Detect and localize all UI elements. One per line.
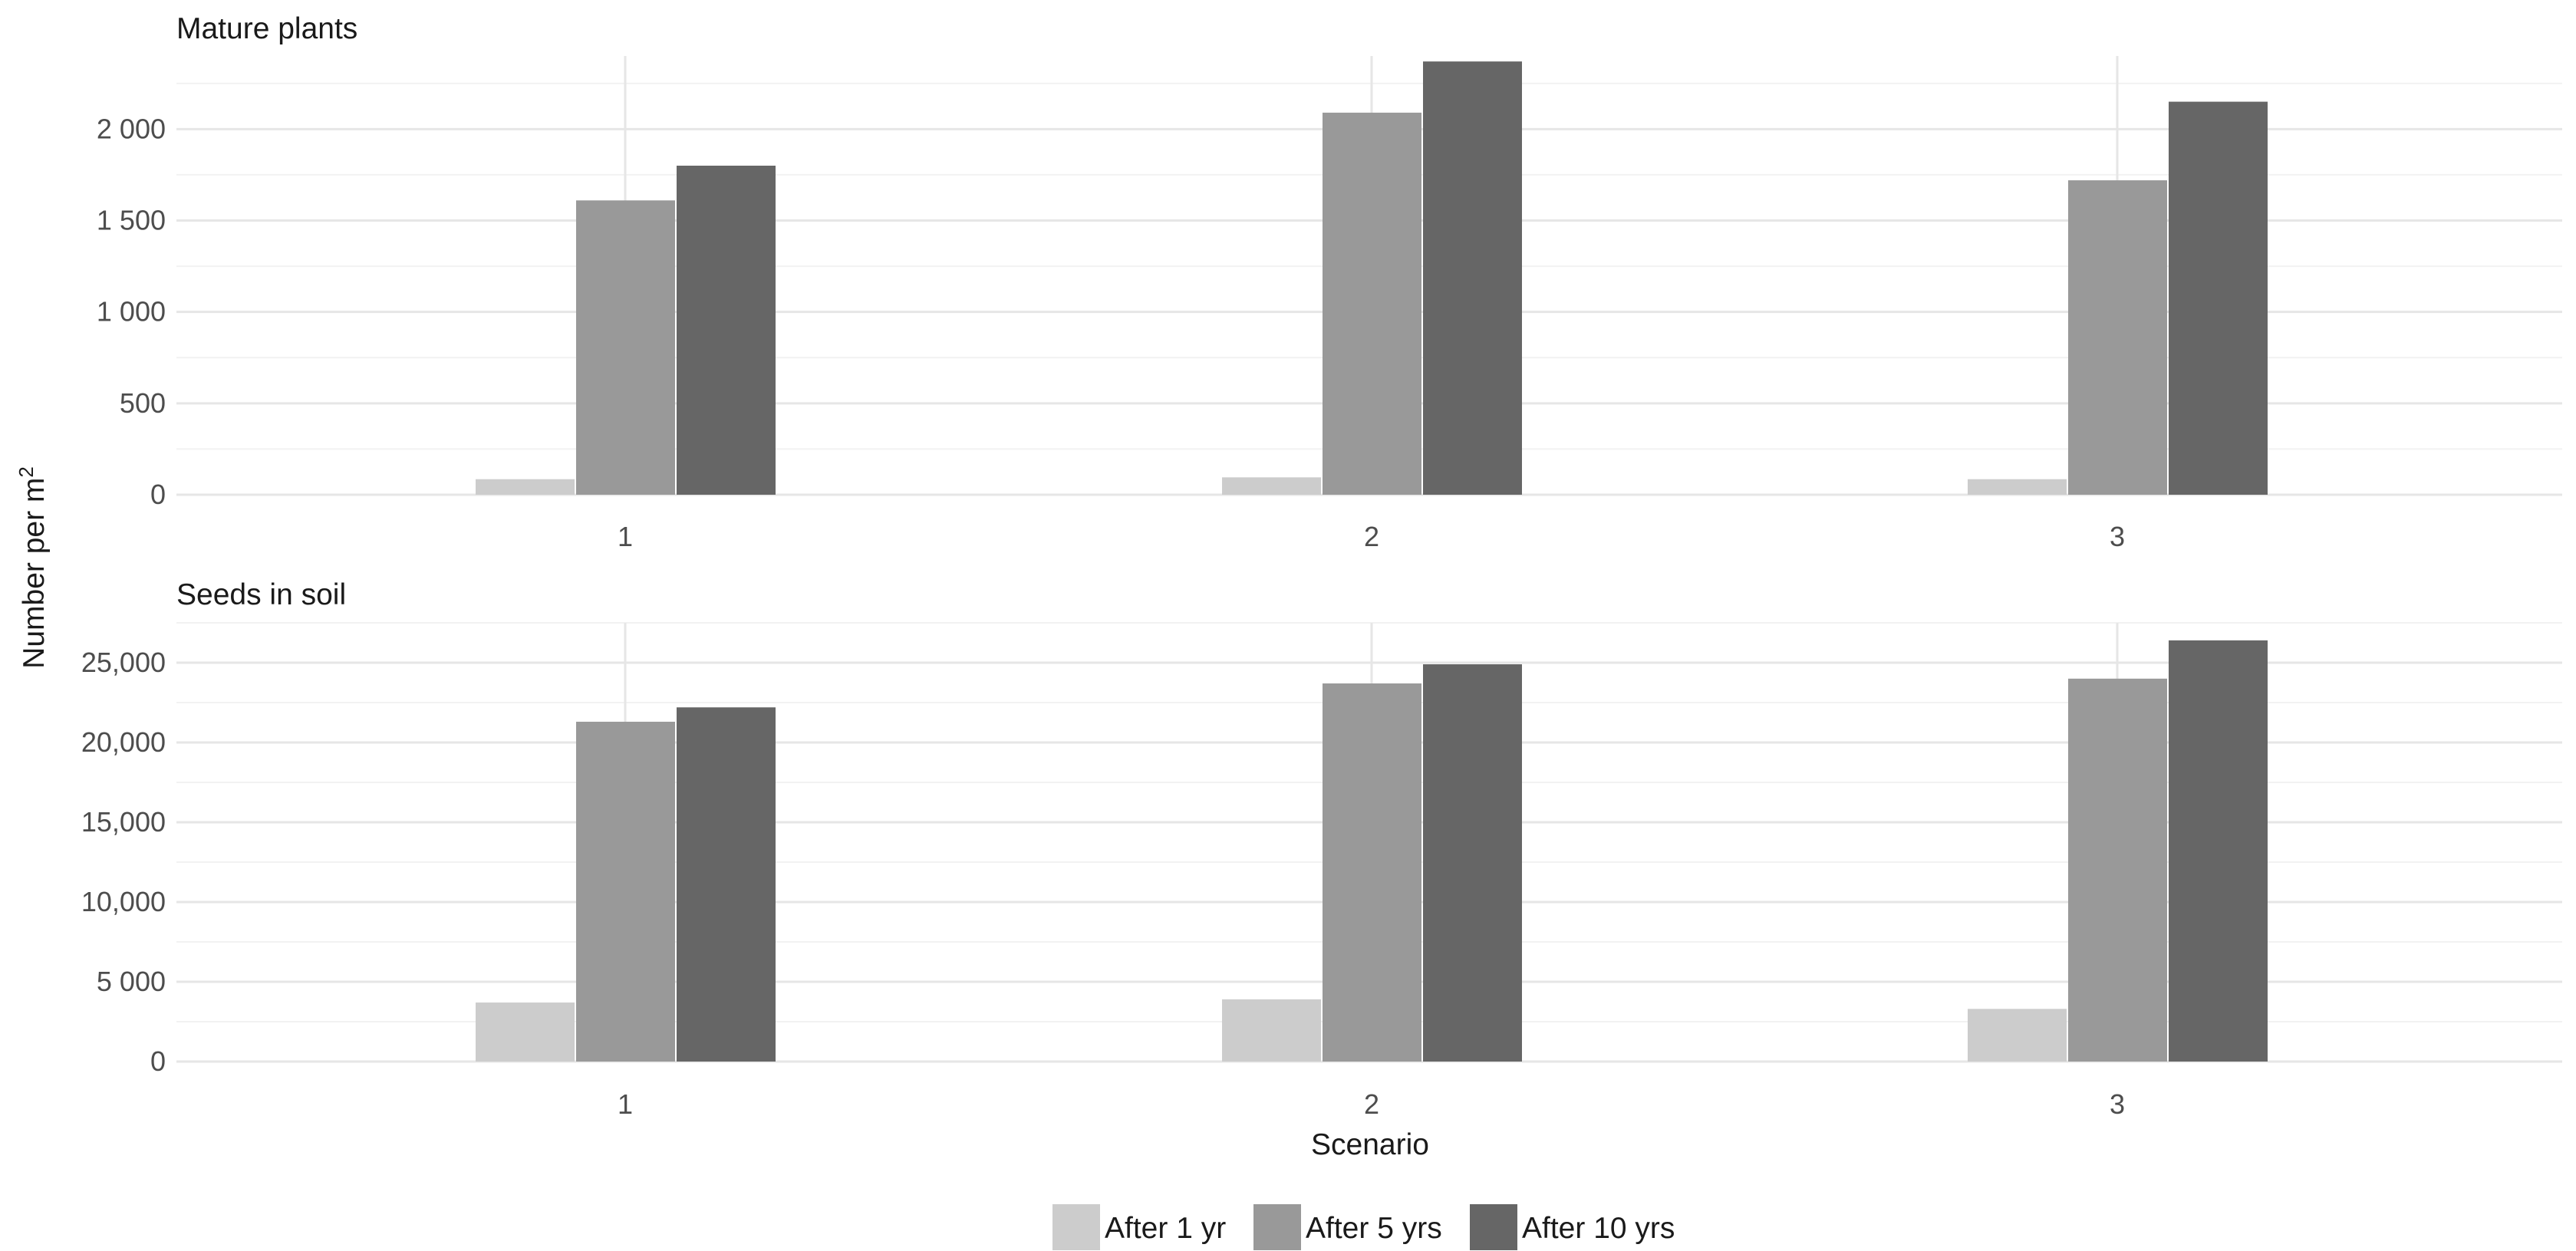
x-axis-title: Scenario bbox=[1311, 1128, 1429, 1161]
legend-swatch bbox=[1253, 1204, 1301, 1250]
legend-swatch bbox=[1052, 1204, 1100, 1250]
bar-after-10-yrs-scenario-2 bbox=[1423, 664, 1522, 1062]
y-axis-title-superscript: 2 bbox=[15, 466, 38, 477]
legend-item: After 1 yr bbox=[1052, 1204, 1226, 1250]
y-axis-title: Number per m2 bbox=[15, 466, 51, 669]
bar-after-5-yrs-scenario-1 bbox=[576, 721, 675, 1062]
bar-after-5-yrs-scenario-2 bbox=[1323, 112, 1421, 495]
panel-seeds-in-soil: Seeds in soil 0 5 000 10,000 15,000 20,000 25… bbox=[81, 578, 2562, 1120]
legend-label: After 1 yr bbox=[1105, 1212, 1226, 1245]
legend-item: After 10 yrs bbox=[1470, 1204, 1675, 1250]
y-tick-label: 1 000 bbox=[97, 296, 166, 328]
bar-after-10-yrs-scenario-1 bbox=[677, 707, 776, 1062]
bar-after-5-yrs-scenario-3 bbox=[2068, 180, 2167, 495]
y-tick-label: 10,000 bbox=[81, 886, 166, 917]
bar-after-5-yrs-scenario-2 bbox=[1323, 683, 1421, 1062]
legend: After 1 yr After 5 yrs After 10 yrs bbox=[1052, 1204, 1675, 1250]
x-tick-label: 2 bbox=[1364, 1088, 1379, 1120]
y-tick-label: 5 000 bbox=[97, 966, 166, 997]
x-tick-label: 1 bbox=[618, 1088, 633, 1120]
bar-after-5-yrs-scenario-1 bbox=[576, 200, 675, 495]
legend-swatch bbox=[1470, 1204, 1517, 1250]
x-tick-label: 1 bbox=[618, 521, 633, 552]
panel-title-seeds-in-soil: Seeds in soil bbox=[176, 578, 346, 611]
legend-item: After 5 yrs bbox=[1253, 1204, 1442, 1250]
legend-label: After 5 yrs bbox=[1306, 1212, 1442, 1245]
bar-after-1-yr-scenario-3 bbox=[1968, 479, 2067, 495]
y-tick-label: 0 bbox=[150, 1045, 166, 1077]
y-tick-label: 0 bbox=[150, 479, 166, 510]
legend-label: After 10 yrs bbox=[1522, 1212, 1675, 1245]
y-tick-label: 1 500 bbox=[97, 205, 166, 236]
bar-after-10-yrs-scenario-2 bbox=[1423, 61, 1522, 495]
y-tick-label: 20,000 bbox=[81, 726, 166, 758]
bar-after-10-yrs-scenario-1 bbox=[677, 166, 776, 495]
bar-after-1-yr-scenario-2 bbox=[1222, 477, 1321, 495]
y-tick-label: 25,000 bbox=[81, 647, 166, 678]
y-tick-label: 15,000 bbox=[81, 806, 166, 838]
bar-after-10-yrs-scenario-3 bbox=[2169, 640, 2268, 1062]
x-tick-label: 3 bbox=[2110, 1088, 2125, 1120]
bar-after-1-yr-scenario-1 bbox=[476, 1002, 575, 1062]
x-tick-label: 2 bbox=[1364, 521, 1379, 552]
panel-mature-plants: Mature plants 0 500 1 000 1 500 2 000 1 2 3 bbox=[97, 12, 2562, 552]
y-tick-label: 500 bbox=[120, 387, 166, 419]
bar-after-1-yr-scenario-3 bbox=[1968, 1009, 2067, 1062]
y-tick-label: 2 000 bbox=[97, 113, 166, 144]
bar-after-5-yrs-scenario-3 bbox=[2068, 678, 2167, 1062]
panel-title-mature-plants: Mature plants bbox=[176, 12, 357, 45]
bar-after-1-yr-scenario-2 bbox=[1222, 999, 1321, 1062]
bar-after-10-yrs-scenario-3 bbox=[2169, 101, 2268, 495]
bar-after-1-yr-scenario-1 bbox=[476, 479, 575, 495]
x-tick-label: 3 bbox=[2110, 521, 2125, 552]
